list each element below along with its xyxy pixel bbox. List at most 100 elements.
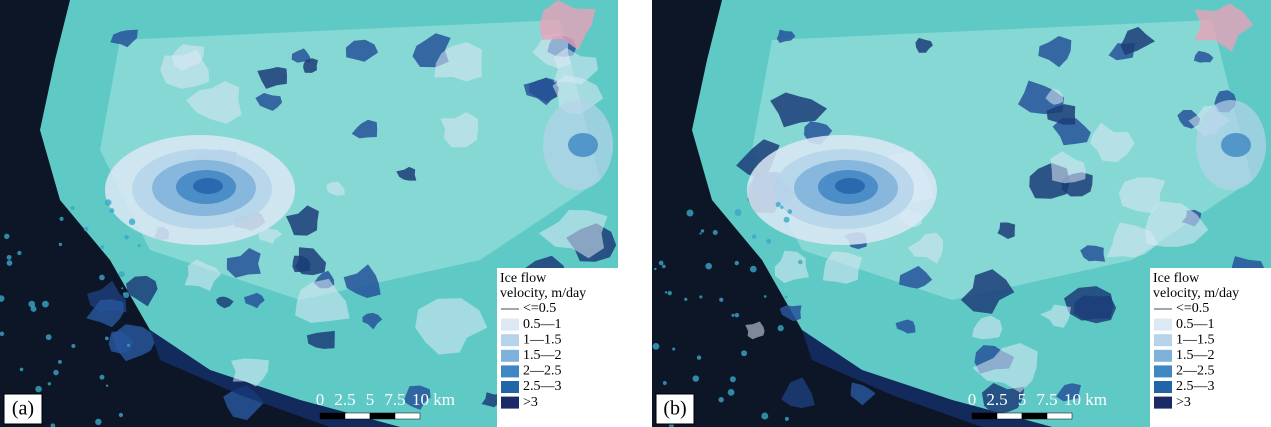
ice-floe — [699, 232, 701, 234]
ice-floe — [7, 260, 13, 266]
ice-floe — [124, 235, 129, 240]
legend-title: velocity, m/day — [500, 286, 586, 301]
ice-floe — [129, 219, 135, 225]
legend-label: <=0.5 — [523, 301, 556, 316]
ice-floe — [713, 230, 718, 235]
ice-floe — [31, 306, 37, 312]
figure: {"panels": [ {"label": "(a)", "legend": … — [0, 0, 1271, 427]
ice-floe — [653, 343, 660, 350]
ice-floe — [119, 413, 123, 417]
ice-floe — [109, 208, 114, 213]
ice-floe — [750, 266, 757, 273]
ice-floe — [784, 217, 790, 223]
ice-floe — [752, 234, 756, 238]
scale-label: 5 — [1018, 390, 1027, 409]
ice-floe — [668, 291, 672, 295]
ice-floe — [7, 255, 12, 260]
ice-floe — [84, 227, 89, 232]
ice-floe — [764, 295, 767, 298]
legend-label: 2.5—3 — [523, 379, 562, 394]
ice-floe — [735, 209, 742, 216]
legend-label: 2—2.5 — [1176, 364, 1215, 379]
ice-floe — [663, 381, 667, 385]
ice-floe — [719, 298, 723, 302]
ice-floe — [761, 413, 768, 420]
ice-floe — [780, 206, 783, 209]
legend-swatch — [1154, 350, 1172, 362]
ice-floe — [788, 209, 793, 214]
ice-floe — [728, 389, 735, 396]
ice-floe — [4, 234, 9, 239]
glacier-velocity — [1221, 133, 1251, 157]
ice-floe — [138, 244, 141, 247]
ice-floe — [735, 313, 739, 317]
ice-floe — [776, 202, 781, 207]
scale-segment — [345, 413, 370, 419]
scale-label: 7.5 — [1036, 390, 1057, 409]
legend-label: 1—1.5 — [1176, 332, 1215, 347]
scale-segment — [320, 413, 345, 419]
ice-floe — [127, 344, 130, 347]
legend-label: 0.5—1 — [1176, 317, 1215, 332]
ice-floe — [766, 239, 771, 244]
ice-floe — [100, 375, 105, 380]
legend-label: 1.5—2 — [1176, 348, 1215, 363]
ice-floe — [99, 275, 105, 281]
ice-floe — [699, 295, 702, 298]
legend-swatch — [1154, 397, 1172, 409]
panel-label: (a) — [12, 398, 34, 420]
ice-floe — [697, 355, 701, 359]
legend-label: 1—1.5 — [523, 332, 562, 347]
scale-segment — [370, 413, 395, 419]
ice-floe — [665, 291, 667, 293]
scale-segment — [1047, 413, 1072, 419]
ice-floe — [71, 344, 75, 348]
scale-label: 0 — [968, 390, 977, 409]
ice-floe — [672, 347, 675, 350]
ice-floe — [100, 245, 104, 249]
ice-floe — [59, 243, 62, 246]
ice-floe — [95, 419, 101, 425]
ice-floe — [17, 251, 21, 255]
ice-floe — [654, 268, 656, 270]
legend-swatch — [501, 365, 519, 377]
legend-swatch — [1154, 365, 1172, 377]
ice-floe — [48, 382, 51, 385]
ice-floe — [684, 298, 687, 301]
scale-label: 2.5 — [986, 390, 1007, 409]
legend-swatch — [1154, 381, 1172, 393]
legend-swatch — [501, 381, 519, 393]
ice-floe — [121, 287, 123, 289]
legend-label: 1.5—2 — [523, 348, 562, 363]
ice-floe — [123, 292, 129, 298]
ice-floe — [730, 376, 736, 382]
legend-label: 2—2.5 — [523, 364, 562, 379]
ice-floe — [659, 261, 664, 266]
legend-label: >3 — [523, 395, 538, 410]
legend-title: Ice flow — [500, 271, 547, 286]
ice-floe — [785, 417, 789, 421]
ice-floe — [42, 301, 49, 308]
scale-label: 0 — [316, 390, 325, 409]
ice-floe — [106, 385, 108, 387]
scale-label: 2.5 — [334, 390, 355, 409]
legend-swatch — [501, 334, 519, 346]
ice-floe — [59, 217, 63, 221]
ice-floe — [718, 397, 723, 402]
ice-floe — [735, 261, 739, 265]
glacier-velocity — [568, 133, 598, 157]
glacier-velocity — [193, 178, 223, 194]
scale-label: 10 km — [412, 390, 455, 409]
ice-floe — [58, 360, 62, 364]
ice-floe — [785, 295, 788, 298]
ice-floe — [105, 199, 112, 206]
legend-label: >3 — [1176, 395, 1191, 410]
scale-label: 5 — [366, 390, 375, 409]
ice-floe — [71, 206, 75, 210]
legend-swatch — [1154, 319, 1172, 331]
ice-floe — [778, 325, 784, 331]
legend-title: Ice flow — [1153, 271, 1200, 286]
legend-swatch — [501, 397, 519, 409]
legend-label: <=0.5 — [1176, 301, 1209, 316]
